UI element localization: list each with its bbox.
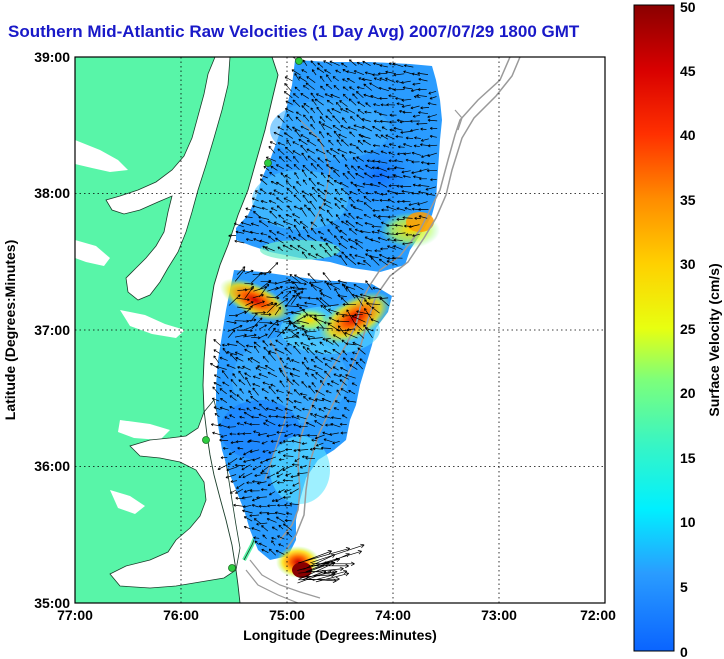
y-tick-label: 38:00	[34, 185, 70, 201]
colorbar-tick-label: 0	[680, 644, 688, 659]
colorbar-tick-label: 40	[680, 127, 696, 143]
pamlico-sound	[110, 400, 240, 588]
colorbar-tick-label: 20	[680, 385, 696, 401]
station-marker	[202, 436, 210, 444]
y-tick-label: 36:00	[34, 458, 70, 474]
x-tick-label: 77:00	[57, 607, 93, 623]
colorbar-tick-label: 35	[680, 192, 696, 208]
chesapeake-bay	[106, 57, 230, 300]
station-marker	[228, 564, 236, 572]
colorbar-tick-label: 50	[680, 0, 696, 15]
x-axis-ticks: 77:00 76:00 75:00 74:00 73:00 72:00	[57, 607, 616, 623]
colorbar-tick-label: 25	[680, 321, 696, 337]
colorbar-tick-label: 15	[680, 450, 696, 466]
y-axis-label: Latitude (Degrees:Minutes)	[2, 240, 18, 420]
colorbar	[633, 4, 675, 652]
x-tick-label: 76:00	[163, 607, 199, 623]
colorbar-tick-label: 30	[680, 256, 696, 272]
plot-frame	[74, 56, 606, 604]
station-marker	[295, 57, 303, 65]
hotspot-west	[219, 278, 291, 322]
x-tick-label: 75:00	[269, 607, 305, 623]
y-axis-ticks: 39:00 38:00 37:00 36:00 35:00	[34, 49, 70, 611]
station-marker	[264, 159, 272, 167]
plot-title: Southern Mid-Atlantic Raw Velocities (1 …	[8, 22, 580, 41]
colorbar-ticks: 0 5 10 15 20 25 30 35 40 45 50	[680, 0, 696, 659]
colorbar-tick-label: 5	[680, 579, 688, 595]
colorbar-tick-label: 45	[680, 63, 696, 79]
x-axis-label: Longitude (Degrees:Minutes)	[243, 627, 437, 643]
radar-stations	[202, 57, 303, 572]
x-tick-label: 73:00	[481, 607, 517, 623]
x-tick-label: 74:00	[375, 607, 411, 623]
colorbar-label: Surface Velocity (cm/s)	[706, 263, 722, 416]
y-tick-label: 35:00	[34, 595, 70, 611]
colorbar-tick-label: 10	[680, 514, 696, 530]
x-tick-label: 72:00	[580, 607, 616, 623]
y-tick-label: 37:00	[34, 322, 70, 338]
grid-lines	[75, 57, 605, 603]
y-tick-label: 39:00	[34, 49, 70, 65]
